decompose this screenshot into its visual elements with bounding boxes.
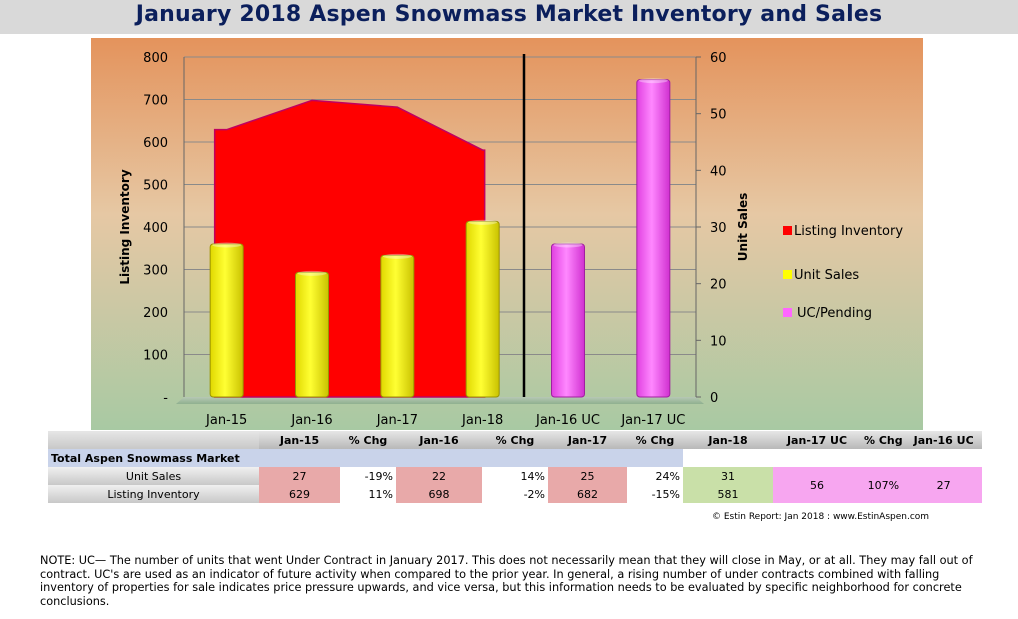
table-cell: 14% — [482, 467, 548, 485]
y2-tick-label: 60 — [710, 51, 727, 66]
table-cell: 107% — [861, 467, 906, 503]
table-cell: 31 — [683, 467, 773, 485]
y-tick-label: 600 — [143, 136, 168, 151]
table-header-cell: % Chg — [340, 431, 396, 449]
table-header-cell: Jan-16 UC — [905, 431, 982, 449]
table-section-fill — [683, 449, 982, 467]
y-tick-label: 800 — [143, 51, 168, 66]
y-tick-label: 100 — [143, 349, 168, 364]
table-cell: 629 — [259, 485, 340, 503]
table-cell: -19% — [340, 467, 396, 485]
table-cell: 27 — [905, 467, 982, 503]
legend: Listing Inventory Unit Sales UC/Pending — [783, 224, 903, 321]
table-row-label: Unit Sales — [48, 467, 259, 485]
y-tick-label: 300 — [143, 264, 168, 279]
bar-unit-sales-cap — [212, 242, 242, 248]
table-header-cell: % Chg — [627, 431, 683, 449]
table-cell: 698 — [396, 485, 482, 503]
table-cell: 56 — [773, 467, 861, 503]
chart-floor — [176, 397, 704, 404]
table-cell: 25 — [548, 467, 627, 485]
table-cell: -15% — [627, 485, 683, 503]
copyright-text: © Estin Report: Jan 2018 : www.EstinAspe… — [712, 512, 930, 522]
table-cell: 11% — [340, 485, 396, 503]
y2-tick-label: 20 — [710, 278, 727, 293]
chart: - 100 200 300 400 500 600 700 800 0 10 20 30 40 50 60 Ja… — [91, 38, 923, 430]
legend-swatch-listing-inventory — [783, 226, 792, 235]
x-tick-label: Jan-18 — [461, 413, 503, 428]
legend-swatch-uc-pending — [783, 308, 792, 317]
bar-uc-pending — [551, 243, 585, 398]
x-tick-label: Jan-17 — [376, 413, 418, 428]
title-bar — [0, 0, 1018, 34]
table-row-label: Listing Inventory — [48, 485, 259, 503]
table-header-cell: Jan-17 — [548, 431, 627, 449]
y-tick-label: 700 — [143, 94, 168, 109]
x-tick-label: Jan-15 — [205, 413, 247, 428]
table-cell: 27 — [259, 467, 340, 485]
table-header-cell: Jan-18 — [683, 431, 773, 449]
table-header-cell: Jan-17 UC — [773, 431, 861, 449]
bar-unit-sales-cap — [468, 219, 498, 225]
bar-unit-sales — [465, 220, 500, 398]
axes: - 100 200 300 400 500 600 700 800 0 10 20 30 40 50 60 Ja… — [143, 51, 726, 428]
table-cell: 22 — [396, 467, 482, 485]
bar-uc-pending-cap — [638, 78, 668, 84]
inventory-area — [213, 99, 486, 398]
table-section-row: Total Aspen Snowmass Market — [48, 449, 982, 467]
y2-tick-label: 0 — [710, 391, 718, 406]
y2-axis-title: Unit Sales — [736, 193, 750, 261]
note-text: NOTE: UC— The number of units that went … — [40, 554, 973, 608]
table-header-cell: Jan-15 — [259, 431, 340, 449]
stats-table: Jan-15 % Chg Jan-16 % Chg Jan-17 % Chg J… — [48, 431, 982, 503]
table-cell: 682 — [548, 485, 627, 503]
table-cell: -2% — [482, 485, 548, 503]
bar-uc-pending-cap — [553, 242, 583, 248]
table-row: Listing Inventory 629 11% 698 -2% 682 -1… — [48, 485, 982, 503]
legend-swatch-unit-sales — [783, 270, 792, 279]
y-tick-label: 200 — [143, 306, 168, 321]
bar-unit-sales-cap — [297, 270, 327, 276]
legend-label-listing-inventory: Listing Inventory — [794, 224, 903, 239]
table-header-cell: % Chg — [482, 431, 548, 449]
bar-unit-sales — [209, 243, 244, 398]
table-cell: 581 — [683, 485, 773, 503]
table-row: Unit Sales 27 -19% 22 14% 25 24% 31 56 1… — [48, 467, 982, 503]
bar-unit-sales — [295, 271, 329, 398]
legend-label-uc-pending: UC/Pending — [797, 306, 872, 321]
table-header-cell: Jan-16 — [396, 431, 482, 449]
bar-uc-pending — [636, 79, 671, 398]
y-tick-label: 400 — [143, 221, 168, 236]
table-header-blank — [48, 431, 259, 449]
bar-unit-sales-cap — [382, 253, 412, 259]
table-header-row: Jan-15 % Chg Jan-16 % Chg Jan-17 % Chg J… — [48, 431, 982, 449]
y2-tick-label: 10 — [710, 334, 727, 349]
y2-tick-label: 40 — [710, 164, 727, 179]
table-section-label: Total Aspen Snowmass Market — [48, 449, 683, 467]
x-tick-label: Jan-16 — [290, 413, 332, 428]
y-axis-title: Listing Inventory — [118, 169, 132, 284]
page-title: January 2018 Aspen Snowmass Market Inven… — [135, 2, 883, 27]
y2-tick-label: 30 — [710, 221, 727, 236]
y-tick-label: - — [163, 391, 168, 406]
y-tick-label: 500 — [143, 179, 168, 194]
bar-unit-sales — [380, 254, 415, 398]
table-header-cell: % Chg — [861, 431, 906, 449]
legend-label-unit-sales: Unit Sales — [794, 268, 859, 283]
area-listing-inventory — [213, 99, 486, 398]
y2-tick-label: 50 — [710, 108, 727, 123]
x-tick-label: Jan-16 UC — [535, 413, 600, 428]
table-cell: 24% — [627, 467, 683, 485]
x-tick-label: Jan-17 UC — [620, 413, 685, 428]
bars — [209, 78, 671, 398]
